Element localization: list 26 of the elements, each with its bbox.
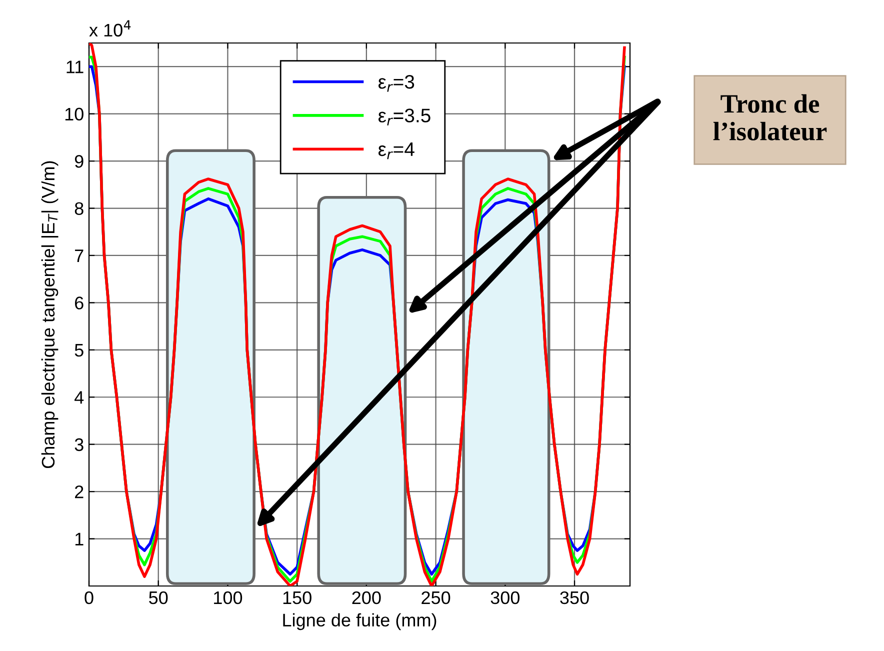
x-tick-label: 350 — [560, 591, 589, 604]
y-tick-label: 1 — [75, 532, 84, 546]
legend-label: ε$_{r}$=3.5 — [378, 108, 430, 126]
y-tick-label: 6 — [75, 296, 84, 310]
legend-label: ε$_{r}$=4 — [378, 142, 414, 160]
x-tick-label: 200 — [352, 591, 381, 604]
x-tick-label: 50 — [149, 591, 168, 604]
y-tick-label: 10 — [65, 108, 84, 121]
x-tick-label: 100 — [214, 591, 242, 604]
y-tick-label: 7 — [75, 250, 84, 262]
y-tick-label: 3 — [74, 438, 84, 452]
text: x 10$^{4}$ — [89, 20, 131, 37]
y-tick-label: 9 — [74, 154, 84, 168]
y-tick-label: 8 — [74, 202, 84, 215]
text: Tronc de l’isolateur — [713, 94, 827, 140]
x-tick-label: 300 — [490, 591, 520, 604]
y-tick-label: 4 — [74, 391, 84, 404]
x-tick-label: 0 — [84, 591, 94, 604]
y-tick-label: 5 — [74, 344, 84, 357]
legend-label: ε$_{r}$=3 — [378, 74, 414, 92]
x-tick-label: 250 — [422, 591, 450, 604]
y-tick-label: 11 — [66, 60, 84, 74]
x-tick-label: 150 — [283, 591, 312, 604]
y-axis-title: Champ electrique tangentiel |E$_{T}$| (V/m) — [41, 161, 58, 468]
x-axis-title: Ligne de fuite (mm) — [283, 613, 436, 630]
y-tick-label: 2 — [75, 486, 84, 498]
